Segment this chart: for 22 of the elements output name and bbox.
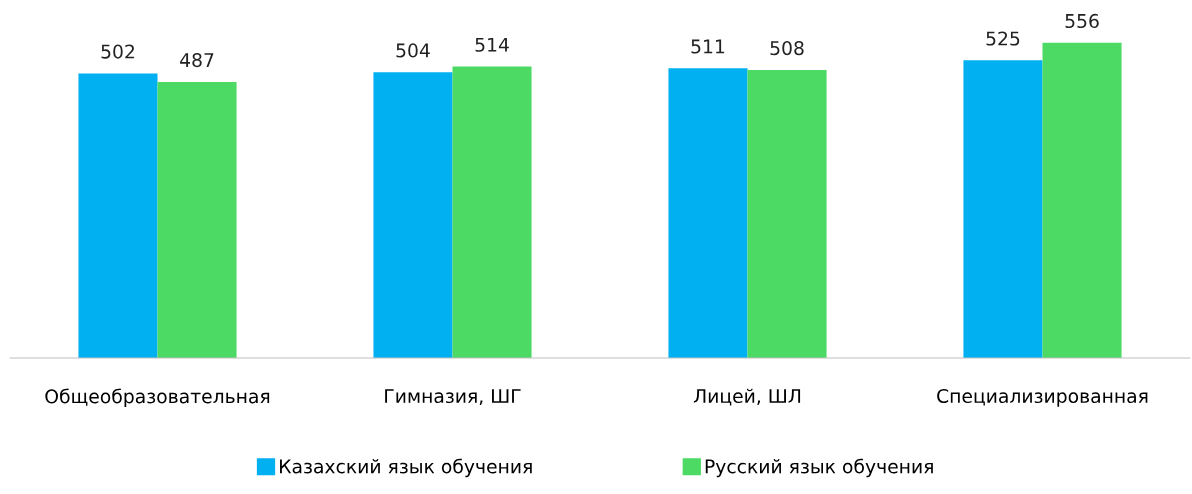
data-label: 525 xyxy=(986,31,1020,46)
bar xyxy=(1042,42,1122,358)
data-label: 556 xyxy=(1065,13,1099,29)
data-label: 514 xyxy=(475,37,509,52)
data-label: 511 xyxy=(691,39,725,54)
bar xyxy=(747,69,827,358)
x-tick-label: Лицей, ШЛ xyxy=(693,388,801,406)
x-tick-label: Гимназия, ШГ xyxy=(385,389,521,405)
bar xyxy=(668,68,748,358)
bar xyxy=(963,60,1043,358)
data-label: 502 xyxy=(101,44,134,59)
bar xyxy=(452,66,532,358)
x-tick-label: Общеобразовательная xyxy=(45,388,270,408)
x-tick-label: Специализированная xyxy=(937,388,1148,407)
bar xyxy=(157,81,237,358)
legend-label: Казахский язык обучения xyxy=(280,458,532,478)
legend-label: Русский язык обучения xyxy=(705,458,933,478)
bar xyxy=(78,73,158,358)
data-label: 487 xyxy=(180,52,214,68)
bar xyxy=(373,72,453,358)
data-label: 508 xyxy=(770,41,804,56)
data-label: 504 xyxy=(396,43,430,58)
